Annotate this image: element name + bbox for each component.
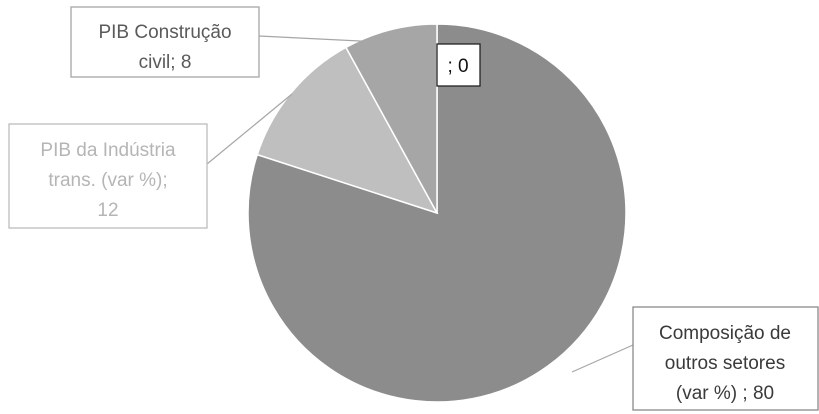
pie-slices [247,23,627,403]
data-label-text: outros setores [665,353,785,374]
data-label-text: 12 [97,200,118,221]
data-label-box [436,43,481,87]
data-label-text: civil; 8 [139,52,192,73]
leader-lines [206,35,634,373]
leader-line-3 [258,35,381,43]
leader-line-2 [206,93,293,165]
pie-slice-2 [256,46,439,215]
leader-line-1 [571,344,634,373]
data-label-box [632,306,819,411]
data-label-3: PIB Construção civil; 8 [70,6,260,78]
data-label-text: trans. (var %); [48,170,167,191]
data-label-text: ; 0 [447,56,468,77]
data-label-text: (var %) ; 80 [676,383,774,404]
pie-slice-3 [344,23,438,214]
data-label-text: Composição de [659,323,791,344]
data-label-box [8,123,208,229]
data-label-1: Composição de outros setores (var %) ; 80 [632,306,819,411]
data-labels: ; 0 Composição de outros setores (var %) ; … [8,6,819,411]
data-label-2: PIB da Indústria trans. (var %); 12 [8,123,208,229]
data-label-text: PIB Construção [98,22,231,43]
data-label-text: PIB da Indústria [40,140,176,161]
data-label-0: ; 0 [436,43,481,87]
data-label-box [70,6,260,78]
